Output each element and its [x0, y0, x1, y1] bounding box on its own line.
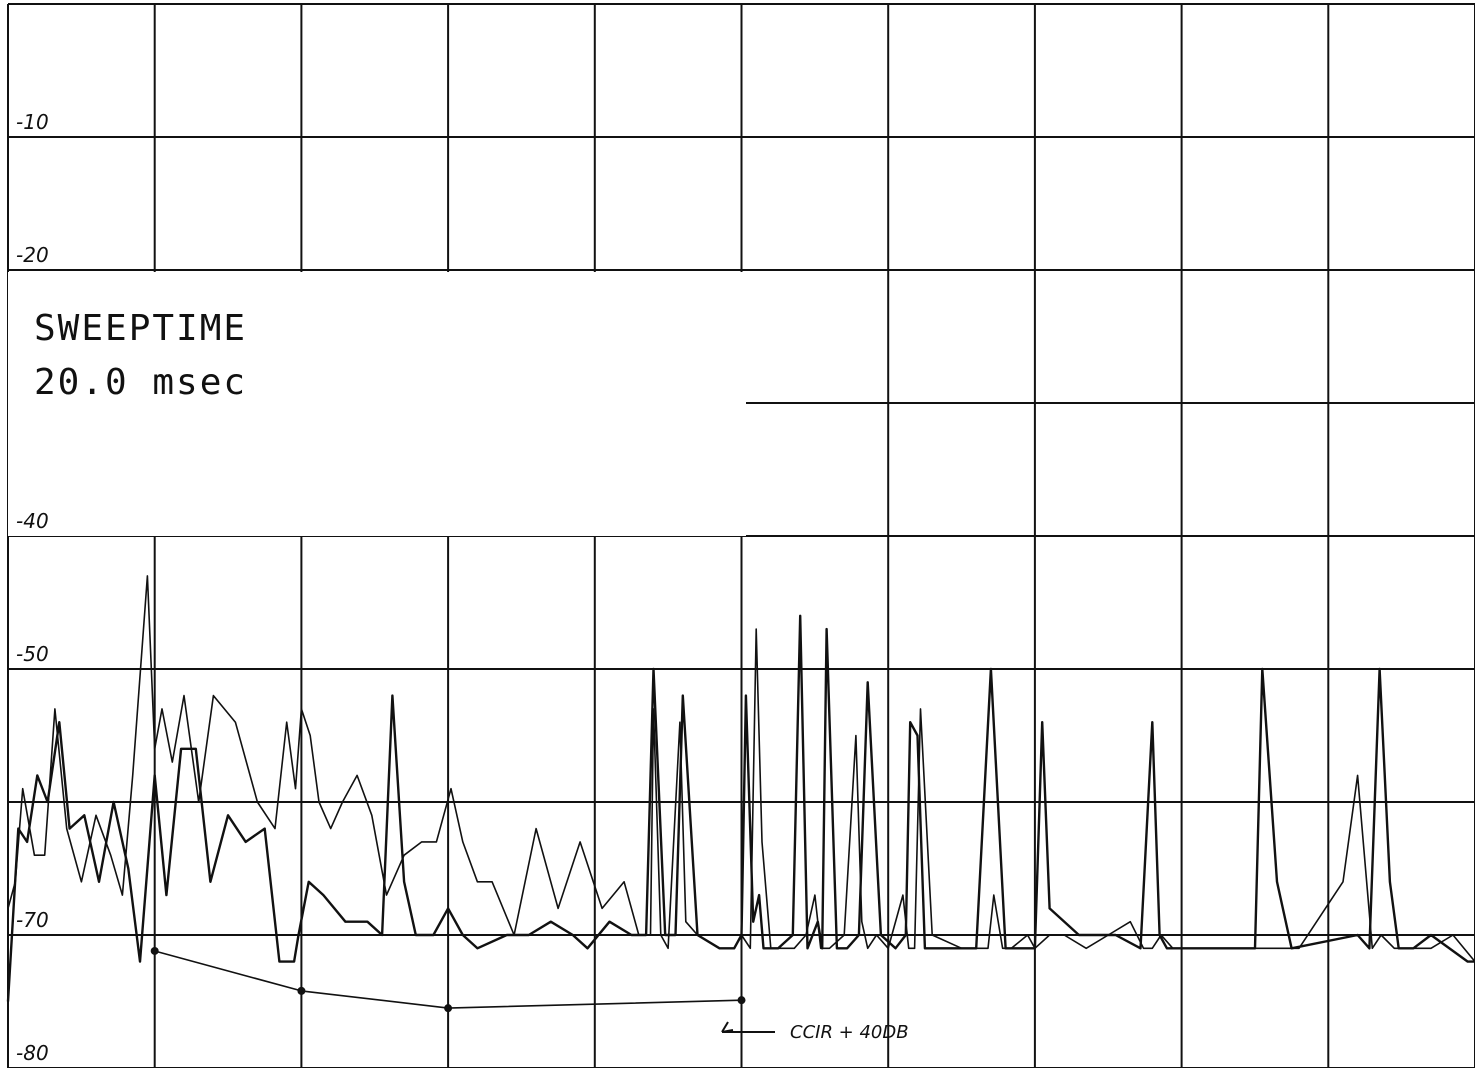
ccir-arrow-icon [721, 1021, 775, 1033]
y-tick-label: -10 [16, 110, 49, 134]
series-point [444, 1004, 453, 1013]
y-tick-labels: -10 -20 -40 -50 -70 -80 [16, 110, 49, 1065]
sweeptime-value: 20.0 msec [34, 362, 247, 403]
series-point [297, 986, 306, 995]
series-point [150, 946, 159, 955]
series-line [154, 950, 742, 1009]
ccir-label: CCIR + 40DB [790, 1022, 909, 1043]
series-layer [6, 575, 1475, 1013]
sweeptime-label: SWEEPTIME [34, 308, 247, 349]
y-tick-label: -70 [16, 908, 49, 932]
series-point [737, 996, 746, 1005]
series-line [7, 575, 1475, 963]
y-tick-label: -40 [16, 509, 49, 533]
y-tick-label: -20 [16, 243, 49, 267]
sweeptime-box [8, 272, 746, 536]
y-tick-label: -50 [16, 642, 49, 666]
series-line [6, 614, 1475, 1002]
y-tick-label: -80 [16, 1041, 49, 1065]
ccir-annotation: CCIR + 40DB [721, 1021, 909, 1043]
